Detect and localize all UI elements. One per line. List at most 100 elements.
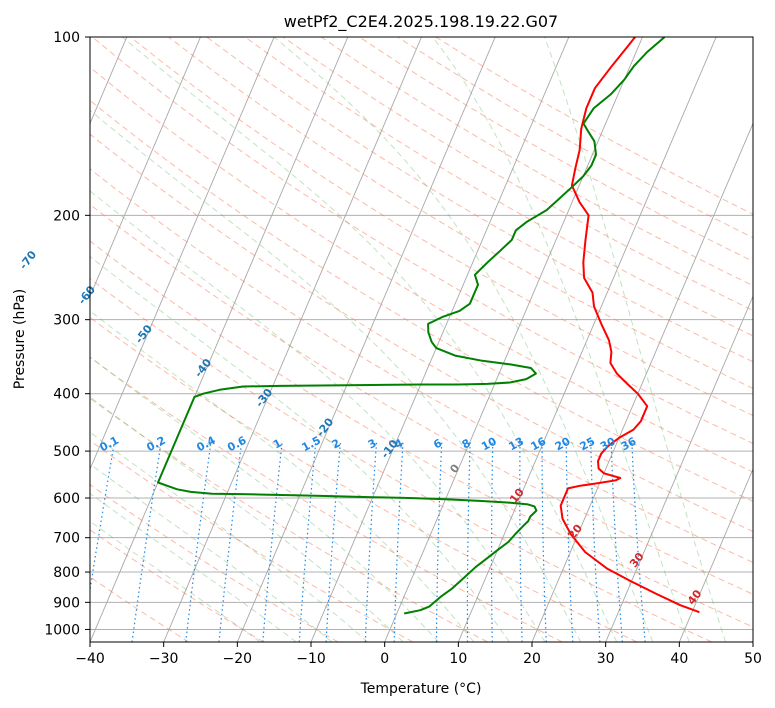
moist-adiabat-line	[90, 356, 439, 642]
dry-adiabat-line	[206, 37, 753, 363]
dry-adiabat-line	[90, 316, 638, 642]
dry-adiabat-line	[91, 37, 753, 445]
chart-title: wetPf2_C2E4.2025.198.19.22.G07	[284, 12, 558, 32]
isotherm-label: -50	[133, 322, 156, 346]
dry-adiabat-line	[90, 99, 753, 502]
dry-adiabat-line	[168, 37, 753, 389]
moist-adiabat-line	[121, 37, 618, 642]
y-axis-label: Pressure (hPa)	[12, 289, 28, 389]
isotherm-label: -60	[76, 283, 99, 307]
moist-adiabat-line	[544, 37, 727, 642]
dry-adiabat-line	[244, 37, 753, 337]
temperature-profile-line	[559, 37, 700, 614]
isotherm-line	[90, 37, 201, 298]
x-tick-label: 50	[744, 651, 762, 667]
y-axis-ticks: 100 200 300 400 500 600 700 800 900 1000	[44, 30, 90, 638]
isotherm-line	[236, 37, 496, 642]
mixing-ratio-line	[262, 440, 283, 642]
mixing-ratio-label: 10	[479, 435, 499, 454]
dry-adiabat-line	[282, 37, 753, 312]
x-tick-label: −10	[296, 651, 326, 667]
y-tick-label: 800	[53, 565, 80, 581]
line-labels: 0.10.20.40.611.52346810131620253036-100-…	[17, 248, 705, 607]
sounding-lines	[157, 37, 700, 615]
moist-adiabat-line	[90, 396, 404, 642]
dry-adiabat-line	[90, 168, 753, 563]
x-tick-label: 40	[670, 651, 688, 667]
moist-adiabat-line	[90, 431, 369, 642]
mixing-ratio-line	[185, 440, 212, 642]
dry-adiabat-line	[90, 133, 753, 533]
mixing-ratio-line	[610, 440, 623, 642]
x-tick-label: −30	[149, 651, 179, 667]
mixing-ratio-label: 30	[598, 435, 618, 454]
x-tick-label: 30	[597, 651, 615, 667]
moist-adiabat-line	[432, 37, 690, 642]
isotherm-line	[605, 295, 753, 642]
mixing-ratio-label: 20	[553, 435, 573, 454]
dry-adiabat-line	[90, 356, 563, 642]
isotherm-line	[384, 37, 643, 642]
mixing-ratio-label: 36	[619, 435, 639, 454]
dry-adiabat-line	[359, 37, 753, 263]
mixing-ratio-label: 16	[529, 435, 549, 454]
mixing-ratio-line	[393, 440, 404, 642]
x-tick-label: 10	[449, 651, 467, 667]
y-tick-label: 600	[53, 491, 80, 507]
y-tick-label: 900	[53, 595, 80, 611]
y-tick-label: 1000	[44, 622, 80, 638]
mixing-ratio-line	[90, 440, 116, 594]
moist-adiabat-line	[273, 37, 654, 642]
x-tick-label: −40	[75, 651, 105, 667]
dry-adiabat-line	[90, 240, 753, 628]
isotherm-label: -40	[192, 356, 215, 380]
moist-adiabat-line	[90, 520, 261, 642]
mixing-ratio-line	[490, 440, 494, 642]
mixing-ratio-line	[541, 440, 547, 642]
mixing-ratio-line	[131, 440, 162, 642]
mixing-ratio-line	[519, 440, 523, 642]
isotherm-line	[90, 37, 275, 471]
mixing-ratio-line	[218, 440, 243, 642]
x-axis-label: Temperature (°C)	[360, 681, 482, 697]
x-tick-label: 0	[380, 651, 389, 667]
isotherm-line	[163, 37, 422, 642]
mixing-ratio-line	[565, 440, 574, 642]
mixing-ratio-label: 6	[431, 436, 444, 451]
dewpoint-profile-line	[157, 37, 666, 615]
mixing-ratio-label: 25	[578, 435, 598, 454]
isotherm-line	[531, 122, 753, 642]
dry-adiabat-line	[90, 278, 712, 642]
dry-adiabat-line	[90, 397, 488, 642]
isotherm-label: -70	[17, 248, 40, 272]
x-tick-label: 20	[523, 651, 541, 667]
mixing-ratio-line	[590, 440, 601, 642]
dry-adiabat-line	[90, 483, 339, 642]
mixing-ratio-label: 8	[460, 436, 473, 451]
plot-frame	[89, 36, 754, 643]
mixing-ratio-line	[435, 440, 443, 642]
dry-adiabat-line	[90, 203, 753, 595]
dry-adiabat-line	[130, 37, 753, 417]
mixing-ratio-label: 13	[506, 435, 526, 454]
isotherm-label: -30	[253, 386, 276, 410]
moist-adiabat-line	[90, 310, 475, 642]
moist-adiabat-line	[90, 190, 546, 642]
mixing-ratio-line	[364, 440, 378, 642]
isotherm-line	[90, 37, 349, 642]
moist-adiabat-line	[90, 255, 510, 642]
x-axis-ticks: −40 −30 −20 −10 0 10 20 30 40 50	[75, 642, 762, 667]
y-tick-label: 500	[53, 444, 80, 460]
x-tick-label: −20	[223, 651, 253, 667]
y-tick-label: 100	[53, 30, 80, 46]
mixing-ratio-line	[298, 440, 317, 642]
dry-adiabat-line	[90, 529, 264, 642]
mixing-ratio-line	[325, 440, 342, 642]
isotherm-line	[752, 640, 753, 642]
dry-adiabat-line	[435, 37, 753, 215]
y-tick-label: 200	[53, 208, 80, 224]
y-tick-label: 400	[53, 387, 80, 403]
mixing-ratio-line	[466, 440, 471, 642]
y-tick-label: 700	[53, 531, 80, 547]
